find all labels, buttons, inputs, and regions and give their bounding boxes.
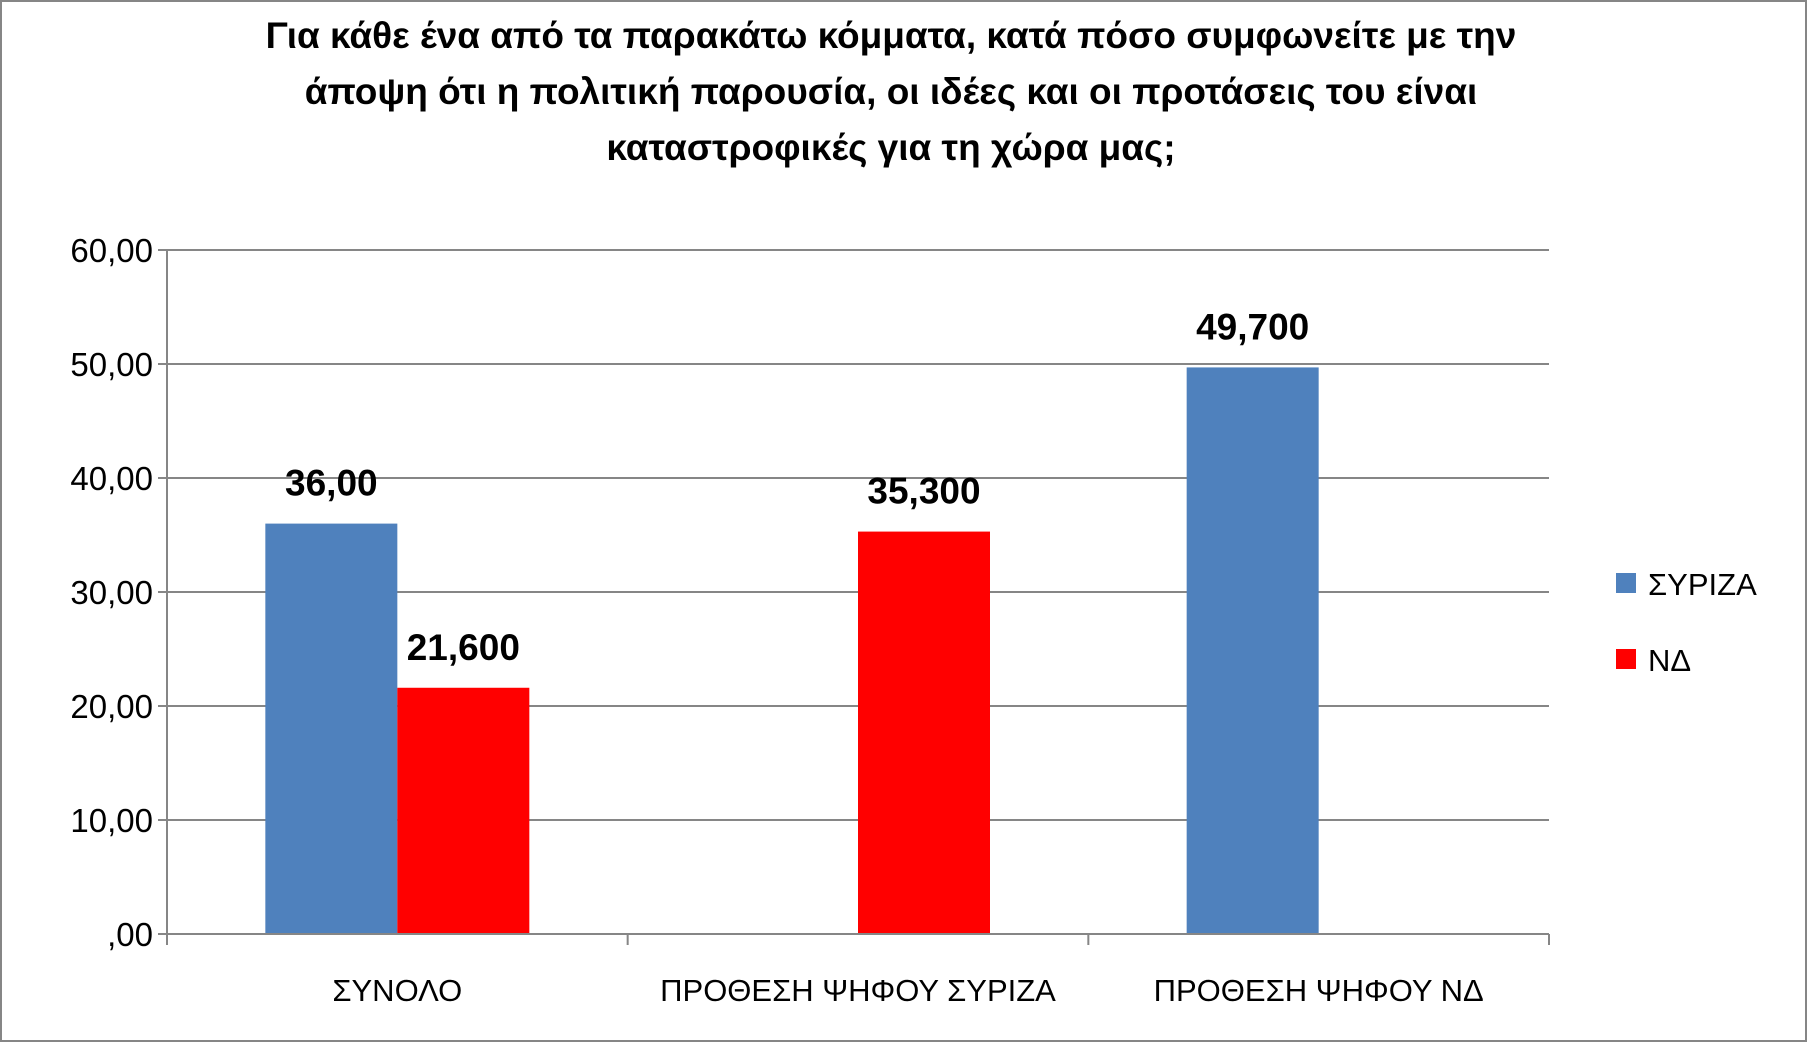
bar-syriza (1186, 367, 1319, 934)
data-label: 49,700 (1196, 306, 1309, 347)
y-tick-label: 20,00 (70, 688, 153, 725)
x-axis-category-labels: ΣΥΝΟΛΟ ΠΡΟΘΕΣΗ ΨΗΦΟΥ ΣΥΡΙΖΑ ΠΡΟΘΕΣΗ ΨΗΦΟΥ … (332, 973, 1483, 1008)
y-tick-label: 10,00 (70, 802, 153, 839)
data-label: 21,600 (407, 627, 520, 668)
y-tick-label: ,00 (107, 916, 153, 953)
x-category-label: ΣΥΝΟΛΟ (332, 973, 462, 1008)
y-tick-label: 60,00 (70, 232, 153, 269)
data-labels: 36,00 21,600 35,300 49,700 (285, 306, 1309, 667)
legend-swatch (1616, 573, 1636, 593)
chart-title: Για κάθε ένα από τα παρακάτω κόμματα, κα… (266, 15, 1517, 168)
x-axis (166, 250, 1550, 945)
bar-nd (858, 531, 990, 934)
x-category-label: ΠΡΟΘΕΣΗ ΨΗΦΟΥ ΣΥΡΙΖΑ (660, 973, 1056, 1008)
bar-syriza (265, 523, 398, 934)
chart-title-line-1: Για κάθε ένα από τα παρακάτω κόμματα, κα… (266, 15, 1517, 56)
y-tick-label: 30,00 (70, 574, 153, 611)
legend: ΣΥΡΙΖΑ ΝΔ (1616, 567, 1757, 678)
legend-swatch (1616, 649, 1636, 669)
legend-label: ΝΔ (1648, 643, 1691, 678)
y-tick-label: 50,00 (70, 346, 153, 383)
data-label: 36,00 (285, 463, 378, 504)
legend-label: ΣΥΡΙΖΑ (1648, 567, 1757, 602)
y-tick-label: 40,00 (70, 460, 153, 497)
chart-title-line-2: άποψη ότι η πολιτική παρουσία, οι ιδέες … (305, 71, 1478, 112)
bar-nd (397, 687, 530, 934)
x-category-label: ΠΡΟΘΕΣΗ ΨΗΦΟΥ ΝΔ (1154, 973, 1484, 1008)
y-axis-tick-labels: ,00 10,00 20,00 30,00 40,00 50,00 60,00 (70, 232, 167, 953)
bars (265, 367, 1319, 934)
chart-title-line-3: καταστροφικές για τη χώρα μας; (606, 127, 1175, 168)
data-label: 35,300 (867, 471, 980, 512)
